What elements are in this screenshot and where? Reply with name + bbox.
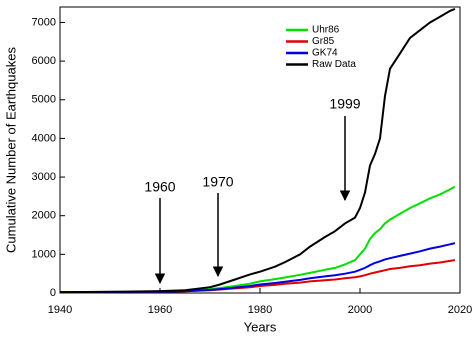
annotation: 1970 <box>202 174 233 190</box>
x-tick-label: 2000 <box>348 304 372 316</box>
x-tick-label: 1980 <box>248 304 272 316</box>
legend-label: Gr85 <box>312 36 335 47</box>
y-axis-label: Cumulative Number of Earthquakes <box>3 47 18 253</box>
series-line <box>59 185 456 294</box>
x-axis-label: Years <box>244 319 277 334</box>
x-tick-label: 2020 <box>448 304 472 316</box>
legend-label: Uhr86 <box>312 25 340 36</box>
plot-frame <box>59 6 461 294</box>
x-tick-label: 1940 <box>48 304 72 316</box>
y-tick-label: 6000 <box>32 55 56 67</box>
legend-label: Raw Data <box>312 59 356 70</box>
legend-label: GK74 <box>312 48 338 59</box>
y-tick-label: 5000 <box>32 94 56 106</box>
annotation: 1999 <box>329 96 360 112</box>
y-tick-label: 0 <box>50 287 56 299</box>
y-tick-label: 4000 <box>32 132 56 144</box>
y-tick-label: 1000 <box>32 248 56 260</box>
series-line <box>59 242 456 294</box>
series-line <box>59 259 456 294</box>
y-tick-label: 2000 <box>32 210 56 222</box>
x-tick-label: 1960 <box>148 304 172 316</box>
series-line <box>59 7 456 294</box>
y-tick-label: 3000 <box>32 171 56 183</box>
y-tick-label: 7000 <box>32 16 56 28</box>
annotation: 1960 <box>144 179 175 195</box>
